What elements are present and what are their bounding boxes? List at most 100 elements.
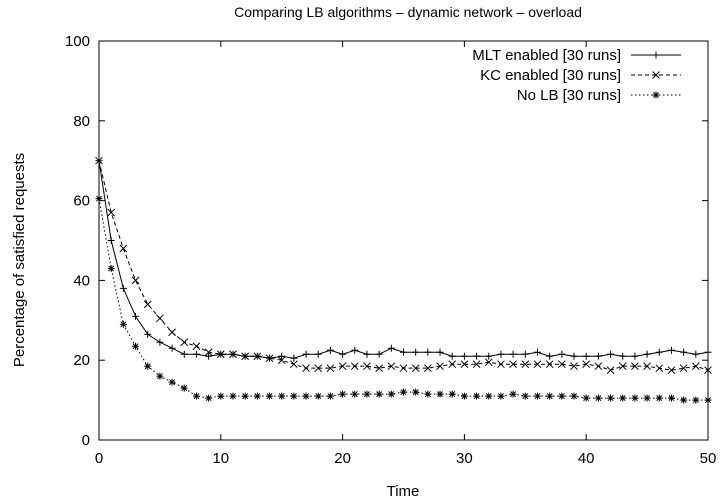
data-point	[570, 392, 578, 400]
data-point	[205, 352, 213, 360]
data-point	[424, 364, 432, 373]
data-point	[436, 362, 444, 371]
legend-label: MLT enabled [30 runs]	[472, 47, 621, 64]
data-point	[497, 392, 505, 400]
data-point	[399, 364, 408, 373]
axes: 0 10 20 30 40 50 0 20 40 60 80 100	[65, 33, 716, 467]
data-point	[412, 348, 420, 356]
x-tick-label: 50	[700, 450, 717, 467]
data-point	[119, 244, 128, 253]
data-point	[594, 362, 603, 371]
data-point	[643, 350, 651, 358]
data-point	[350, 362, 359, 371]
data-point	[302, 364, 310, 373]
data-point	[533, 360, 542, 369]
data-point	[156, 338, 164, 346]
legend: MLT enabled [30 runs] KC enabled [30 runs…	[472, 47, 681, 104]
data-point	[570, 352, 578, 360]
data-point	[314, 364, 323, 373]
series-star	[95, 195, 712, 404]
data-point	[521, 392, 529, 400]
data-point	[643, 394, 651, 402]
data-point	[278, 352, 286, 360]
data-point	[448, 390, 456, 398]
data-point	[607, 394, 615, 402]
legend-label: KC enabled [30 runs]	[480, 67, 621, 84]
data-point	[278, 392, 286, 400]
data-point	[582, 352, 590, 360]
data-point	[545, 360, 554, 369]
data-point	[107, 264, 115, 272]
data-point	[290, 392, 298, 400]
data-point	[302, 350, 310, 358]
data-point	[509, 350, 517, 358]
data-point	[107, 237, 115, 244]
data-point	[424, 390, 432, 398]
data-point	[692, 350, 700, 358]
data-point	[144, 330, 152, 338]
y-tick-label: 0	[82, 432, 90, 449]
data-point	[363, 350, 371, 358]
data-point	[460, 392, 468, 400]
data-point	[631, 362, 639, 371]
x-tick-label: 30	[456, 450, 473, 467]
data-point	[326, 346, 334, 354]
data-point	[680, 396, 688, 404]
data-point	[375, 350, 383, 358]
data-point	[631, 394, 639, 402]
legend-label: No LB [30 runs]	[517, 87, 621, 104]
series-line	[98, 198, 708, 401]
data-point	[436, 348, 444, 356]
data-point	[168, 344, 176, 352]
y-tick-label: 40	[73, 272, 90, 289]
data-point	[241, 352, 250, 361]
data-point	[631, 352, 639, 360]
data-point	[679, 364, 688, 373]
data-point	[619, 352, 627, 360]
data-point	[521, 350, 529, 358]
data-point	[485, 352, 493, 360]
data-point	[180, 384, 188, 392]
data-point	[290, 354, 298, 362]
data-point	[351, 390, 359, 398]
data-point	[460, 352, 468, 360]
y-axis-label: Percentage of satisfied requests	[11, 153, 28, 367]
data-point	[217, 392, 225, 400]
series-line	[98, 160, 709, 371]
data-point	[326, 364, 335, 373]
data-point	[326, 392, 334, 400]
data-point	[436, 390, 444, 398]
data-point	[533, 392, 541, 400]
data-point	[509, 360, 517, 369]
plot-frame	[98, 40, 709, 441]
x-tick-label: 40	[578, 450, 595, 467]
data-point	[582, 394, 590, 402]
data-point	[448, 360, 457, 369]
data-point	[692, 396, 700, 404]
legend-marker	[652, 71, 660, 79]
data-point	[619, 394, 627, 402]
data-point	[229, 392, 237, 400]
data-point	[192, 392, 200, 400]
data-point	[546, 352, 554, 360]
data-point	[180, 350, 188, 358]
data-point	[557, 360, 566, 369]
data-point	[387, 390, 395, 398]
data-point	[472, 360, 481, 369]
data-point	[132, 312, 140, 320]
data-point	[473, 352, 481, 360]
data-point	[180, 338, 189, 347]
x-axis-label: Time	[387, 483, 420, 500]
data-point	[594, 394, 602, 402]
data-point	[546, 392, 554, 400]
data-point	[655, 394, 663, 402]
data-point	[253, 352, 262, 361]
data-point	[302, 392, 310, 400]
data-point	[363, 390, 371, 398]
data-point	[375, 390, 383, 398]
x-tick-label: 10	[212, 450, 229, 467]
data-point	[131, 276, 140, 285]
data-point	[680, 348, 688, 356]
data-point	[704, 348, 712, 356]
